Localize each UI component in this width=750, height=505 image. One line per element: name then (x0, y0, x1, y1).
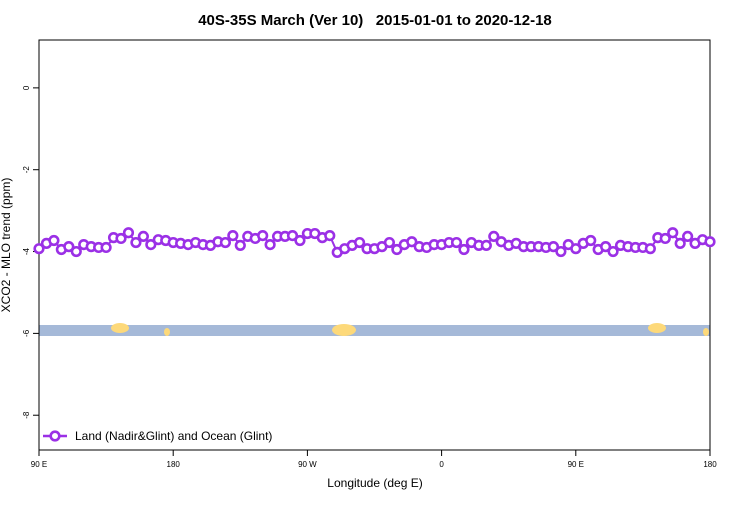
point (674, 237, 686, 249)
point (130, 236, 142, 249)
point (659, 232, 671, 245)
y-tick-label: -6 (22, 329, 31, 337)
point (667, 227, 679, 239)
chart-title: 40S-35S March (Ver 10) 2015-01-01 to 202… (198, 12, 552, 29)
point (406, 236, 418, 248)
y-tick-label: -2 (22, 166, 31, 174)
y-axis-label: XCO2 - MLO trend (ppm) (0, 178, 13, 313)
land (332, 324, 356, 336)
point (391, 243, 403, 256)
point (644, 243, 656, 255)
point (264, 238, 276, 251)
point (33, 243, 45, 255)
point (607, 245, 619, 258)
legend-label: Land (Nadir&Glint) and Ocean (Glint) (75, 429, 272, 443)
point (547, 241, 560, 253)
land (164, 328, 170, 336)
point (137, 230, 149, 243)
x-tick-label: 0 (439, 460, 444, 469)
point (48, 234, 60, 247)
point (145, 238, 157, 251)
point (219, 236, 231, 249)
x-tick-label: 90 W (298, 460, 317, 469)
point (585, 234, 597, 247)
land (703, 328, 709, 336)
point (294, 234, 306, 247)
point (480, 239, 492, 252)
y-tick-label: -4 (22, 247, 31, 255)
point (555, 245, 567, 258)
point (63, 241, 75, 253)
point (383, 236, 396, 249)
point (704, 236, 716, 248)
x-axis-label: Longitude (deg E) (327, 476, 422, 490)
x-tick-label: 180 (167, 460, 181, 469)
y-tick-label: -8 (22, 411, 31, 419)
point (600, 241, 612, 253)
point (458, 243, 470, 256)
point (450, 236, 463, 249)
point (100, 241, 112, 254)
land-ocean-strip (39, 323, 710, 336)
point (324, 229, 336, 242)
point (227, 229, 239, 242)
point (570, 243, 582, 255)
point (115, 232, 127, 245)
land (648, 323, 666, 333)
point (257, 229, 269, 242)
y-tick-label: 0 (22, 85, 31, 90)
x-tick-label: 90 E (31, 460, 47, 469)
x-tick-label: 180 (703, 460, 717, 469)
land (111, 323, 129, 333)
point (488, 230, 500, 243)
ocean-band (39, 325, 710, 336)
legend-marker (49, 430, 61, 442)
x-tick-label: 90 E (568, 460, 584, 469)
point (234, 239, 246, 252)
point (353, 236, 366, 249)
point (682, 230, 694, 243)
point (122, 227, 135, 239)
point (286, 229, 299, 242)
point (70, 245, 82, 258)
